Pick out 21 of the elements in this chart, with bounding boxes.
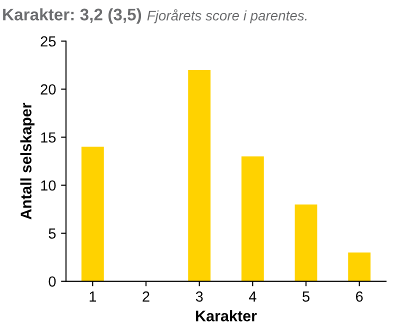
bar: [348, 252, 371, 282]
y-tick-label: 15: [41, 132, 56, 143]
bar: [241, 156, 264, 282]
bar: [294, 204, 318, 282]
bar: [188, 70, 211, 282]
x-axis-title: Karakter: [196, 310, 257, 322]
y-axis-title: Antall selskaper: [20, 102, 35, 220]
x-tick-label: 1: [90, 292, 96, 302]
x-tick-label: 2: [142, 291, 150, 302]
chart-subtitle: Fjorårets score i parentes.: [147, 9, 307, 24]
chart-title: Karakter: 3,2 (3,5): [3, 8, 142, 24]
y-tick-label: 25: [40, 36, 56, 47]
x-tick-label: 5: [302, 292, 310, 302]
x-tick-label: 3: [196, 291, 203, 302]
y-tick-label: 20: [40, 84, 56, 95]
y-tick-label: 10: [41, 180, 56, 191]
x-tick-label: 6: [356, 291, 363, 302]
bar: [81, 146, 104, 282]
y-tick-label: 5: [48, 228, 56, 239]
y-tick-label: 0: [48, 276, 56, 287]
x-tick-label: 4: [248, 292, 256, 302]
